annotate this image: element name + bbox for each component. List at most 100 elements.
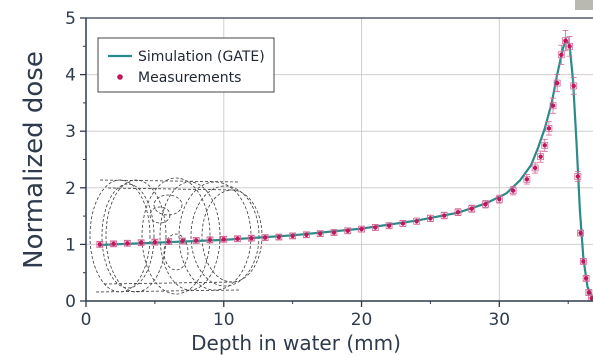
measurement-point [151, 238, 159, 246]
measurement-point [557, 44, 565, 65]
measurement-point [275, 233, 283, 241]
measurement-point [316, 230, 324, 238]
measurement-point [358, 225, 365, 233]
measurement-point [289, 232, 297, 240]
measurement-error-box [137, 239, 145, 247]
measurement-marker [249, 235, 254, 241]
measurement-point [385, 222, 393, 230]
measurement-error-box [247, 234, 255, 242]
measurement-marker [550, 103, 556, 108]
measurement-marker [414, 218, 419, 224]
measurement-marker [532, 165, 538, 171]
measurement-marker [400, 221, 406, 226]
measurement-marker [524, 177, 530, 182]
measurement-marker [442, 213, 447, 218]
measurement-error-box [289, 232, 297, 240]
measurement-point [371, 224, 379, 231]
measurement-marker [331, 230, 337, 235]
measurement-error-box [234, 235, 241, 243]
measurement-marker [578, 230, 583, 236]
measurement-point [570, 77, 578, 95]
measurement-marker [455, 209, 461, 215]
measurement-point [206, 236, 214, 244]
measurement-marker [262, 235, 268, 240]
measurement-error-box [206, 236, 214, 244]
measurement-marker [235, 236, 240, 241]
y-tick-label: 1 [65, 235, 76, 255]
x-tick-label: 30 [488, 310, 510, 330]
y-tick-label: 0 [65, 292, 76, 312]
measurement-marker [510, 188, 516, 193]
x-tick-label: 10 [213, 310, 235, 330]
measurement-point [110, 240, 117, 248]
measurement-point [427, 214, 434, 222]
measurement-point [303, 231, 310, 239]
measurement-marker [194, 238, 199, 243]
measurement-error-box [165, 238, 173, 245]
measurement-marker [304, 232, 309, 237]
measurement-point [399, 220, 407, 227]
series-measurements [96, 30, 593, 301]
x-tick-label: 20 [351, 310, 373, 330]
measurement-point [123, 239, 131, 247]
measurement-point [247, 234, 255, 242]
x-axis-title: Depth in water (mm) [191, 331, 401, 355]
measurement-error-box [588, 294, 593, 301]
measurement-point [562, 30, 569, 52]
measurement-point [440, 211, 448, 220]
measurement-point [454, 208, 462, 216]
measurement-error-box [192, 237, 200, 244]
measurement-marker [152, 239, 158, 245]
measurement-point [330, 229, 338, 236]
measurement-marker [583, 276, 589, 281]
measurement-marker [386, 223, 392, 228]
measurement-error-box [123, 239, 131, 247]
measurement-point [537, 150, 545, 163]
measurement-point [566, 36, 573, 57]
measurement-point [553, 74, 561, 92]
measurement-point [344, 227, 352, 235]
legend: Simulation (GATE) Measurements [97, 37, 275, 93]
measurement-marker [559, 52, 564, 57]
measurement-point [165, 238, 173, 245]
measurement-marker [166, 239, 171, 244]
legend-measurements-swatch [117, 74, 123, 80]
measurement-point [234, 235, 241, 243]
measurement-point [220, 235, 228, 243]
measurement-marker [428, 216, 433, 221]
y-tick-label: 5 [65, 9, 76, 29]
measurement-marker [111, 241, 116, 247]
measurement-point [482, 200, 489, 209]
measurement-marker [563, 38, 568, 43]
measurement-error-box [582, 274, 590, 282]
measurement-point [413, 217, 421, 225]
measurement-marker [575, 174, 581, 179]
measurement-point [179, 237, 186, 245]
measurement-error-box [303, 231, 310, 239]
measurement-marker [180, 238, 185, 244]
measurement-marker [586, 290, 592, 295]
series-simulation-line [99, 36, 593, 299]
legend-measurements-label: Measurements [138, 70, 241, 86]
measurement-marker [221, 237, 226, 242]
measurement-marker [469, 206, 474, 211]
measurement-point [137, 239, 145, 247]
y-tick-label: 4 [65, 66, 76, 86]
measurement-point [579, 257, 587, 265]
measurement-point [549, 97, 557, 114]
axis-ticks: 0 10 20 30 0 1 2 3 4 5 [65, 9, 569, 330]
detector-cylinder-illustration [89, 177, 263, 295]
measurement-marker [290, 233, 295, 239]
legend-box [97, 37, 275, 93]
measurement-marker [345, 228, 350, 234]
measurement-point [541, 138, 549, 152]
measurement-marker [497, 196, 502, 202]
measurement-marker [483, 202, 488, 207]
measurement-marker [571, 83, 576, 89]
measurement-marker [359, 226, 364, 232]
measurement-marker [589, 295, 593, 301]
measurement-point [192, 237, 200, 244]
measurement-error-box [579, 257, 587, 265]
measurement-point [261, 234, 269, 242]
measurement-point [585, 289, 593, 296]
